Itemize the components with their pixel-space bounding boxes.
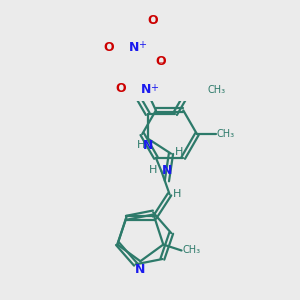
Text: N: N: [129, 41, 139, 54]
Text: O: O: [115, 82, 126, 95]
Text: H: H: [173, 189, 181, 199]
Text: N: N: [143, 139, 154, 152]
Text: N: N: [162, 164, 172, 177]
Text: +: +: [150, 83, 158, 93]
Text: O: O: [155, 55, 166, 68]
Text: H: H: [137, 140, 146, 150]
Text: H: H: [175, 147, 183, 157]
Text: N: N: [135, 263, 146, 276]
Text: O: O: [147, 14, 158, 27]
Text: O: O: [103, 41, 114, 54]
Text: H: H: [149, 165, 158, 175]
Text: CH₃: CH₃: [182, 245, 200, 256]
Text: N: N: [141, 83, 152, 96]
Text: +: +: [138, 40, 146, 50]
Text: ⁻: ⁻: [151, 20, 157, 30]
Text: ⁻: ⁻: [158, 61, 164, 71]
Text: CH₃: CH₃: [217, 129, 235, 139]
Text: CH₃: CH₃: [207, 85, 226, 95]
